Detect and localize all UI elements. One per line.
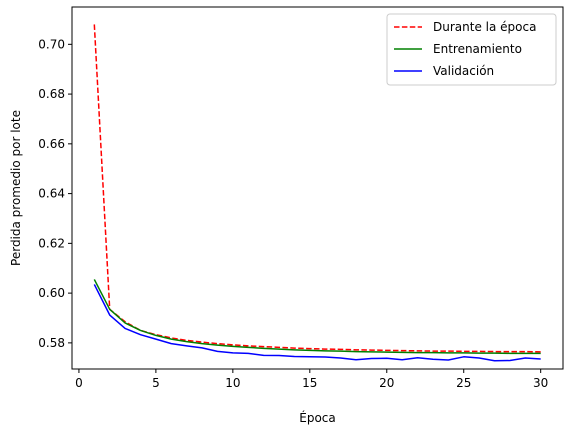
legend-box <box>386 13 557 86</box>
x-tick-label: 10 <box>225 376 240 390</box>
series-line-3 <box>93 284 541 362</box>
x-tick-label: 30 <box>533 376 548 390</box>
y-tick-label: 0.62 <box>38 236 65 250</box>
x-axis-label: Época <box>299 410 336 425</box>
y-tick-label: 0.60 <box>38 286 65 300</box>
y-tick-label: 0.66 <box>38 137 65 151</box>
x-tick-label: 0 <box>75 376 83 390</box>
x-tick-label: 15 <box>302 376 317 390</box>
y-axis-ticks: 0.58 0.60 0.62 0.64 0.66 0.68 0.70 <box>38 37 72 350</box>
series-layer <box>93 24 541 362</box>
legend-label-2: Entrenamiento <box>433 42 522 56</box>
series-line-2 <box>93 279 541 355</box>
y-tick-label: 0.70 <box>38 37 65 51</box>
series-line-1 <box>93 24 541 353</box>
legend-label-3: Validación <box>433 64 494 78</box>
legend-entries: Durante la época Entrenamiento Validación <box>394 20 536 78</box>
x-axis-ticks: 0 5 10 15 20 25 30 <box>75 369 548 390</box>
y-tick-label: 0.68 <box>38 87 65 101</box>
y-tick-label: 0.64 <box>38 187 65 201</box>
y-tick-label: 0.58 <box>38 336 65 350</box>
y-axis-label: Perdida promedio por lote <box>9 110 23 266</box>
legend-label-1: Durante la época <box>433 20 536 34</box>
x-tick-label: 25 <box>456 376 471 390</box>
plot-frame <box>71 6 564 370</box>
x-tick-label: 5 <box>152 376 160 390</box>
x-tick-label: 20 <box>379 376 394 390</box>
legend: Durante la época Entrenamiento Validación <box>386 13 557 86</box>
